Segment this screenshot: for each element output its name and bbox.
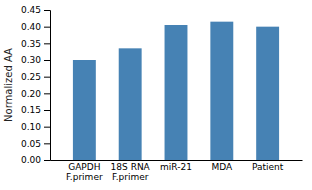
y-tick: 0.10 [21, 122, 50, 132]
y-axis-title: Normalized AA [3, 48, 14, 122]
y-tick: 0.15 [21, 105, 50, 115]
bar [119, 48, 142, 160]
y-tick-mark [44, 143, 50, 144]
y-tick: 0.30 [21, 55, 50, 65]
y-tick-mark [44, 60, 50, 61]
y-tick-label: 0.40 [21, 22, 41, 32]
bar [210, 22, 233, 160]
chart-svg: 0.00 0.05 0.10 0.15 0.20 0.25 0.30 0.35 0.40 0.45… [0, 0, 312, 190]
y-axis: 0.00 0.05 0.10 0.15 0.20 0.25 0.30 0.35 0.40 0.45 [21, 5, 51, 165]
y-tick-mark [44, 127, 50, 128]
bars [73, 22, 279, 160]
y-tick: 0.45 [21, 5, 50, 15]
y-tick-mark [44, 10, 50, 11]
x-tick-label: MDA [211, 162, 233, 172]
x-tick: miR-21 [160, 162, 192, 172]
y-tick-label: 0.15 [21, 105, 41, 115]
y-tick-label: 0.05 [21, 139, 41, 149]
y-tick-label: 0.10 [21, 122, 41, 132]
bar [73, 60, 96, 160]
y-tick-label: 0.30 [21, 55, 41, 65]
y-tick-mark [44, 110, 50, 111]
x-tick-label-line: F.primer [66, 172, 103, 182]
y-tick: 0.40 [21, 22, 50, 32]
x-tick: GAPDHF.primer [66, 162, 103, 182]
y-tick: 0.25 [21, 72, 50, 82]
plot: 0.00 0.05 0.10 0.15 0.20 0.25 0.30 0.35 0.40 0.45… [21, 5, 303, 182]
y-tick: 0.00 [21, 155, 50, 165]
y-tick: 0.35 [21, 39, 50, 49]
y-tick-mark [44, 160, 50, 161]
x-tick-label: miR-21 [160, 162, 192, 172]
y-tick-mark [44, 27, 50, 28]
y-tick: 0.05 [21, 139, 50, 149]
bar [165, 25, 188, 160]
y-tick: 0.20 [21, 89, 50, 99]
x-tick: MDA [211, 162, 233, 172]
x-axis: GAPDHF.primer18S RNAF.primermiR-21MDAPat… [51, 161, 303, 183]
x-tick-label: Patient [252, 162, 284, 172]
y-axis-line [44, 11, 51, 161]
x-tick: 18S RNAF.primer [111, 162, 151, 182]
y-tick-label: 0.20 [21, 89, 41, 99]
x-tick-label-line: MDA [211, 162, 233, 172]
y-tick-label: 0.35 [21, 39, 41, 49]
x-tick-label-line: F.primer [112, 172, 149, 182]
x-tick-label: 18S RNAF.primer [111, 162, 151, 182]
chart-container: 0.00 0.05 0.10 0.15 0.20 0.25 0.30 0.35 0.40 0.45… [0, 0, 312, 190]
y-tick-mark [44, 77, 50, 78]
x-tick-label: GAPDHF.primer [66, 162, 103, 182]
y-tick-label: 0.00 [21, 155, 41, 165]
y-tick-mark [44, 43, 50, 44]
x-axis-line [51, 160, 303, 161]
y-tick-label: 0.25 [21, 72, 41, 82]
bar [256, 27, 279, 160]
y-tick-label: 0.45 [21, 5, 41, 15]
y-tick-mark [44, 93, 50, 94]
x-tick-label-line: GAPDH [68, 162, 100, 172]
x-tick-label-line: 18S RNA [111, 162, 151, 172]
x-tick-label-line: Patient [252, 162, 284, 172]
x-tick-label-line: miR-21 [160, 162, 192, 172]
x-tick: Patient [252, 162, 284, 172]
